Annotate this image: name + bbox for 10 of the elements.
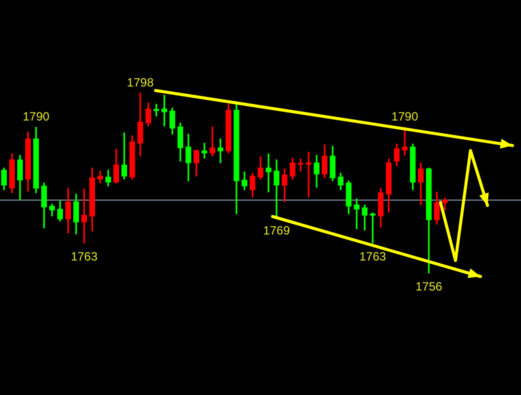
candlestick bbox=[298, 158, 304, 172]
annotation: 1763 bbox=[70, 249, 98, 264]
candlestick bbox=[266, 154, 272, 192]
annotation: 1763 bbox=[359, 249, 386, 264]
annotation: 1790 bbox=[22, 110, 50, 124]
annotation: 1798 bbox=[126, 75, 154, 90]
annotation: 1790 bbox=[391, 110, 418, 124]
annotation: 1756 bbox=[415, 279, 442, 294]
candlestick bbox=[218, 138, 224, 164]
annotation: 1769 bbox=[263, 224, 290, 238]
